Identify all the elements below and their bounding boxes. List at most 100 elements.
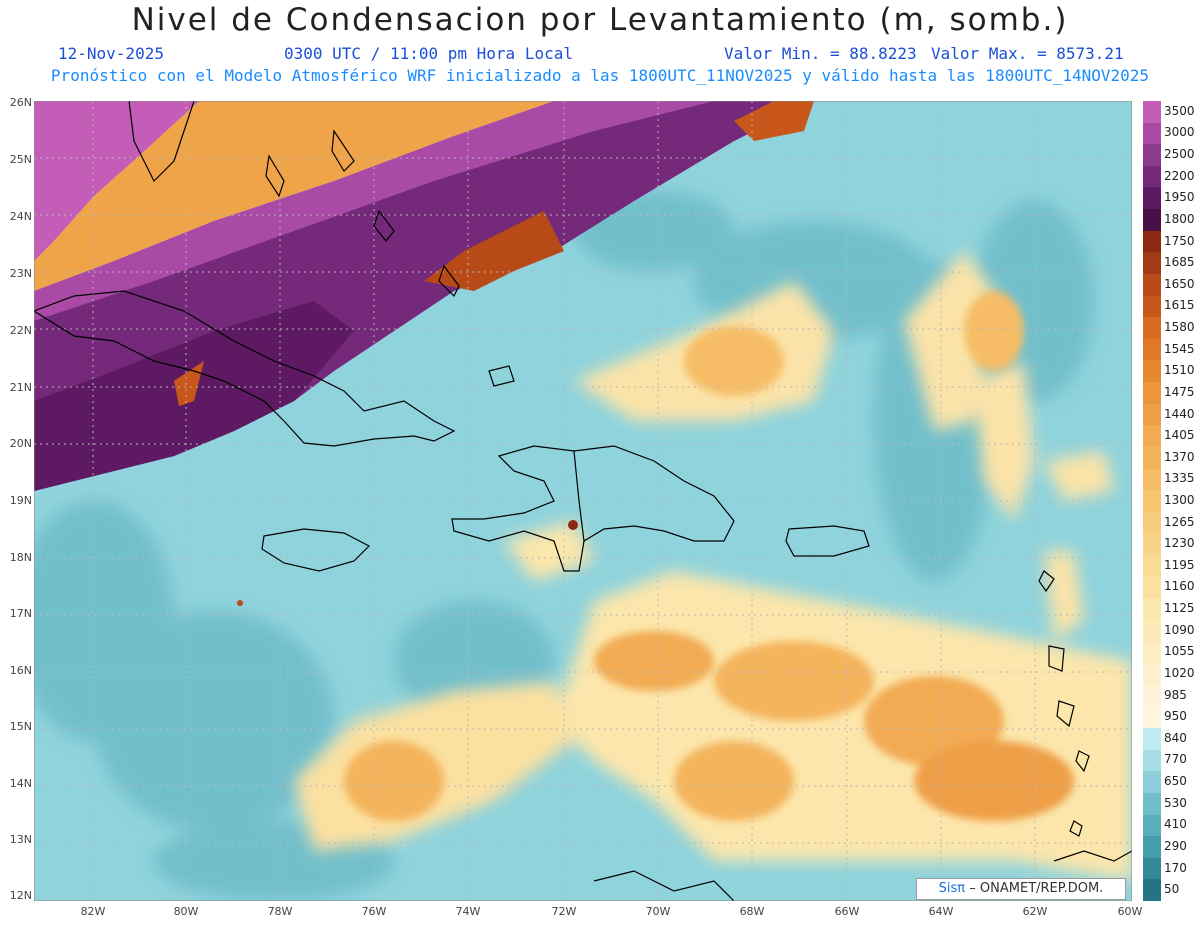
colorbar-swatch [1143,360,1161,383]
colorbar-label: 1265 [1164,514,1195,529]
colorbar-swatch [1143,728,1161,751]
colorbar-label: 650 [1164,774,1187,789]
lat-label: 21N [9,381,32,394]
lat-label: 20N [9,437,32,450]
colorbar-swatch [1143,273,1161,297]
lon-label: 68W [739,905,765,918]
colorbar-label: 770 [1164,752,1187,767]
lon-label: 76W [361,905,387,918]
colorbar [1143,101,1161,902]
lon-label: 80W [173,905,199,918]
isolated-maximum [237,600,243,606]
colorbar-swatch [1143,122,1161,145]
colorbar-label: 1510 [1164,363,1195,378]
map-title: Nivel de Condensacion por Levantamiento … [131,2,1069,38]
colorbar-label: 1160 [1164,579,1195,594]
colorbar-label: 410 [1164,817,1187,832]
colorbar-label: 530 [1164,795,1187,810]
colorbar-label: 1335 [1164,471,1195,486]
lon-label: 72W [551,905,577,918]
colorbar-label: 1950 [1164,190,1195,205]
colorbar-swatch [1143,857,1161,880]
colorbar-swatch [1143,446,1161,470]
coastlines [34,101,1132,901]
lon-label: 70W [645,905,671,918]
colorbar-swatch [1143,533,1161,556]
lat-label: 12N [9,889,32,902]
sispi-logo-text: Sisπ [938,881,966,896]
colorbar-swatch [1143,706,1161,729]
lat-label: 13N [9,833,32,846]
lat-label: 18N [9,551,32,564]
lcl-map [34,101,1132,901]
colorbar-label: 840 [1164,730,1187,745]
colorbar-swatch [1143,403,1161,426]
lat-label: 16N [9,664,32,677]
colorbar-label: 1020 [1164,665,1195,680]
colorbar-swatch [1143,101,1161,124]
colorbar-label: 1545 [1164,341,1195,356]
colorbar-label: 1685 [1164,255,1195,270]
onamet-logo-text: – ONAMET/REP.DOM. [969,881,1104,896]
colorbar-swatch [1143,338,1161,361]
lon-label: 78W [267,905,293,918]
lat-label: 14N [9,777,32,790]
colorbar-label: 1580 [1164,320,1195,335]
colorbar-swatch [1143,252,1161,275]
lat-label: 15N [9,720,32,733]
colorbar-swatch [1143,187,1161,210]
colorbar-swatch [1143,165,1161,188]
colorbar-swatch [1143,792,1161,815]
colorbar-swatch [1143,209,1161,232]
colorbar-label: 1370 [1164,449,1195,464]
colorbar-swatch [1143,555,1161,578]
colorbar-label: 1125 [1164,601,1195,616]
colorbar-swatch [1143,425,1161,448]
haiti-maximum [568,520,578,530]
value-min: Valor Min. = 88.8223 [724,44,917,63]
colorbar-swatch [1143,490,1161,513]
lat-label: 26N [9,96,32,109]
lon-label: 74W [455,905,481,918]
value-max: Valor Max. = 8573.21 [931,44,1124,63]
colorbar-label: 1615 [1164,298,1195,313]
lon-label: 60W [1117,905,1143,918]
colorbar-swatch [1143,295,1161,318]
lat-label: 23N [9,267,32,280]
lon-label: 82W [80,905,106,918]
colorbar-label: 2200 [1164,168,1195,183]
colorbar-label: 3000 [1164,125,1195,140]
lon-label: 64W [928,905,954,918]
forecast-description: Pronóstico con el Modelo Atmosférico WRF… [50,66,1150,85]
colorbar-label: 1800 [1164,211,1195,226]
colorbar-swatch [1143,749,1161,772]
colorbar-label: 1055 [1164,644,1195,659]
colorbar-swatch [1143,684,1161,707]
colorbar-label: 170 [1164,860,1187,875]
colorbar-label: 1650 [1164,276,1195,291]
colorbar-swatch [1143,663,1161,686]
lon-label: 66W [834,905,860,918]
colorbar-swatch [1143,836,1161,859]
lat-label: 24N [9,210,32,223]
colorbar-swatch [1143,814,1161,837]
colorbar-swatch [1143,511,1161,534]
colorbar-label: 1090 [1164,622,1195,637]
lat-label: 22N [9,324,32,337]
forecast-date: 12-Nov-2025 [58,44,164,63]
colorbar-swatch [1143,317,1161,340]
colorbar-swatch [1143,230,1161,253]
lat-label: 17N [9,607,32,620]
colorbar-label: 2500 [1164,147,1195,162]
graticule [34,101,1132,901]
colorbar-swatch [1143,619,1161,643]
lat-label: 25N [9,153,32,166]
lon-label: 62W [1022,905,1048,918]
colorbar-swatch [1143,771,1161,794]
colorbar-swatch [1143,576,1161,599]
colorbar-label: 950 [1164,709,1187,724]
colorbar-swatch [1143,641,1161,664]
colorbar-label: 290 [1164,838,1187,853]
colorbar-label: 1750 [1164,233,1195,248]
colorbar-label: 1405 [1164,428,1195,443]
